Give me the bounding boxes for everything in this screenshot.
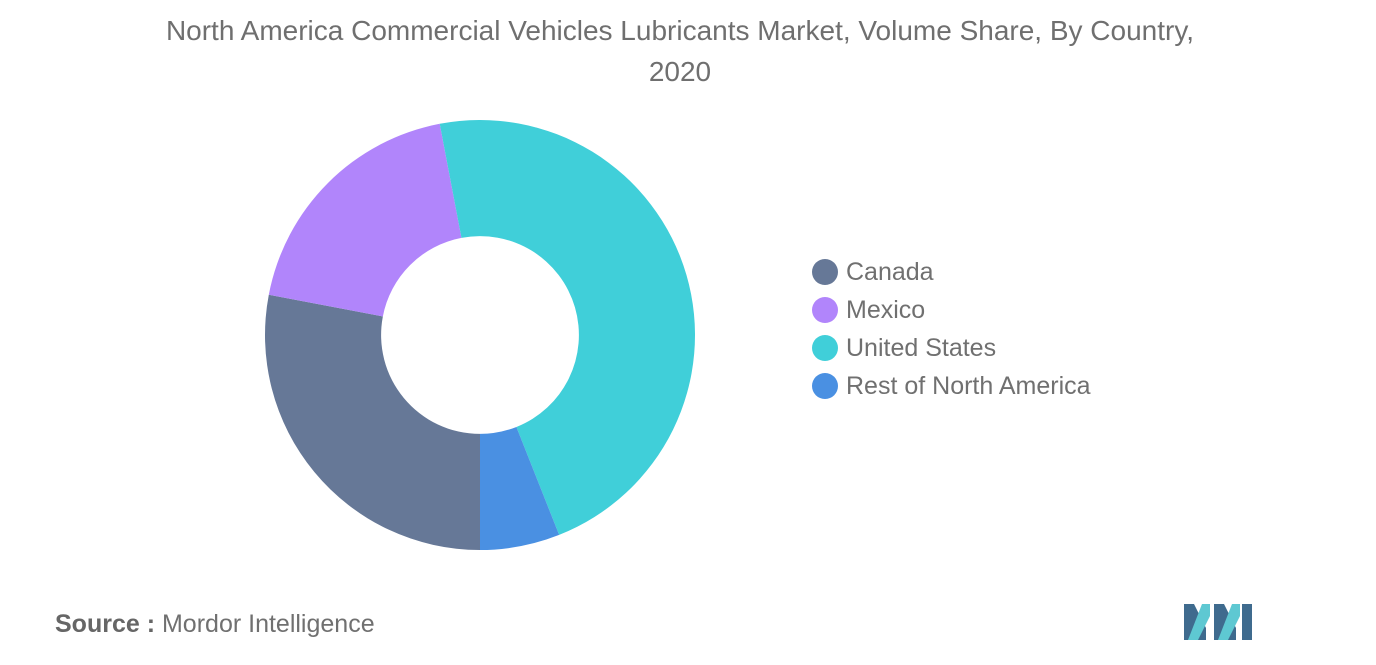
- legend-label-rest-of-north-america: Rest of North America: [846, 371, 1091, 400]
- slice-rest-of-north-america: [480, 426, 560, 550]
- legend-item-canada: Canada: [812, 253, 1091, 291]
- legend-item-rest-of-north-america: Rest of North America: [812, 367, 1091, 405]
- legend-item-united-states: United States: [812, 329, 1091, 367]
- legend-label-united-states: United States: [846, 333, 997, 362]
- slice-canada: [264, 294, 480, 550]
- legend-label-mexico: Mexico: [846, 295, 926, 324]
- slice-mexico: [268, 123, 462, 317]
- source-text: Mordor Intelligence: [161, 610, 375, 638]
- legend-label-canada: Canada: [846, 257, 934, 286]
- legend-swatch-canada: [812, 259, 838, 285]
- legend-swatch-rest-of-north-america: [812, 373, 838, 399]
- chart-legend: Canada Mexico United States Rest of North A…: [812, 253, 1091, 405]
- source-note: Source : Mordor Intelligence: [55, 610, 375, 639]
- mordor-intelligence-logo-icon: [1184, 604, 1252, 640]
- legend-swatch-united-states: [812, 335, 838, 361]
- source-label: Source :: [55, 610, 156, 638]
- chart-title: North America Commercial Vehicles Lubric…: [165, 15, 1195, 87]
- legend-item-mexico: Mexico: [812, 291, 1091, 329]
- legend-swatch-mexico: [812, 297, 838, 323]
- slice-united-states: [439, 119, 696, 535]
